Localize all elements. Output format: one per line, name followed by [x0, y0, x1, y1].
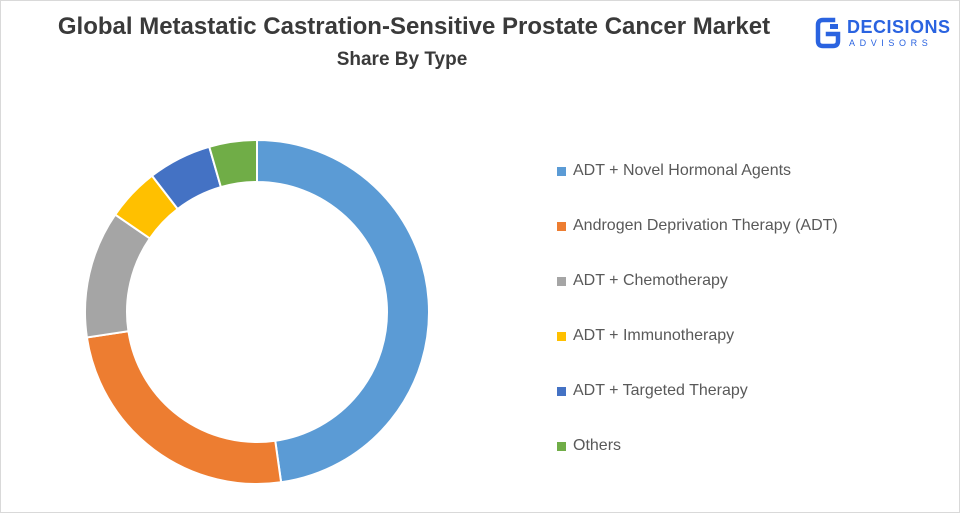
logo-name: DECISIONS: [847, 17, 951, 37]
legend-item: ADT + Immunotherapy: [557, 324, 937, 348]
decisions-advisors-logo: DECISIONS ADVISORS: [815, 15, 955, 51]
legend-swatch: [557, 166, 566, 176]
legend-swatch: [557, 221, 566, 231]
legend-label: Others: [573, 437, 622, 454]
legend-swatch: [557, 331, 566, 341]
chart-subtitle: Share By Type: [336, 49, 468, 70]
legend-item: ADT + Novel Hormonal Agents: [557, 159, 937, 183]
legend-item: ADT + Targeted Therapy: [557, 379, 937, 403]
donut-slice-3: [84, 213, 152, 339]
legend-label: ADT + Novel Hormonal Agents: [573, 162, 792, 179]
logo-tagline: ADVISORS: [849, 38, 933, 48]
legend-label: ADT + Immunotherapy: [573, 327, 735, 344]
logo-mark-icon: [815, 17, 841, 49]
legend-item: ADT + Chemotherapy: [557, 269, 937, 293]
donut-chart: [84, 138, 430, 485]
chart-title: Global Metastatic Castration-Sensitive P…: [57, 13, 771, 40]
legend-swatch: [557, 386, 566, 396]
donut-slice-6: [208, 138, 258, 189]
chart-legend: ADT + Novel Hormonal Agents Androgen Depr…: [557, 159, 937, 489]
legend-swatch: [557, 441, 566, 451]
legend-item: Androgen Deprivation Therapy (ADT): [557, 214, 937, 238]
legend-label: ADT + Chemotherapy: [573, 272, 728, 289]
legend-label: ADT + Targeted Therapy: [573, 382, 748, 399]
legend-swatch: [557, 276, 566, 286]
legend-item: Others: [557, 434, 937, 458]
legend-label: Androgen Deprivation Therapy (ADT): [573, 217, 838, 234]
donut-slice-1: [256, 138, 430, 484]
donut-slice-2: [85, 330, 283, 485]
